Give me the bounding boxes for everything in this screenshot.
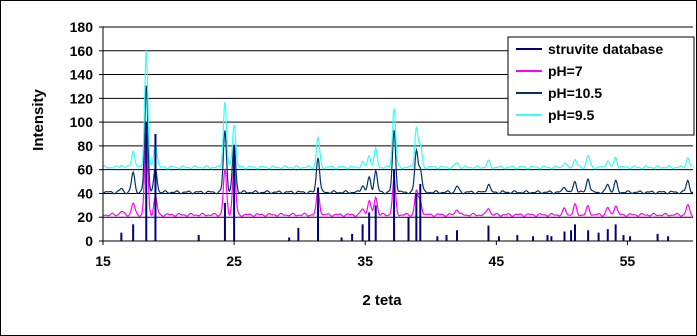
y-tick-label: 0 xyxy=(85,233,93,249)
series-layer xyxy=(102,50,694,241)
x-axis-title: 2 teta xyxy=(362,292,402,309)
x-tick-label: 25 xyxy=(226,253,242,269)
legend-label: pH=10.5 xyxy=(548,85,602,101)
legend: struvite database pH=7 pH=10.5 pH=9.5 xyxy=(507,36,695,136)
series-line-ph-7 xyxy=(102,130,694,218)
series-line-ph-9-5 xyxy=(102,50,694,170)
x-tick-label: 15 xyxy=(95,253,111,269)
x-tick-labels: 15 25 35 45 55 xyxy=(95,253,635,269)
series-line-ph-10-5 xyxy=(102,85,694,195)
x-tick-label: 45 xyxy=(489,253,505,269)
axes xyxy=(99,26,693,245)
y-tick-label: 120 xyxy=(70,90,94,106)
y-axis-title: Intensity xyxy=(30,89,47,151)
x-tick-label: 55 xyxy=(620,253,636,269)
y-tick-labels: 0 20 40 60 80 100 120 140 160 180 xyxy=(70,19,94,249)
y-tick-label: 100 xyxy=(70,114,94,130)
y-tick-label: 180 xyxy=(70,19,94,35)
y-tick-label: 20 xyxy=(77,209,93,225)
x-tick-label: 35 xyxy=(357,253,373,269)
y-tick-label: 80 xyxy=(77,138,93,154)
legend-box xyxy=(507,36,695,136)
legend-label: pH=9.5 xyxy=(548,107,595,123)
y-tick-label: 60 xyxy=(77,162,93,178)
y-tick-label: 40 xyxy=(77,185,93,201)
legend-label: struvite database xyxy=(548,41,663,57)
y-tick-label: 140 xyxy=(70,67,94,83)
legend-label: pH=7 xyxy=(548,63,583,79)
y-tick-label: 160 xyxy=(70,43,94,59)
